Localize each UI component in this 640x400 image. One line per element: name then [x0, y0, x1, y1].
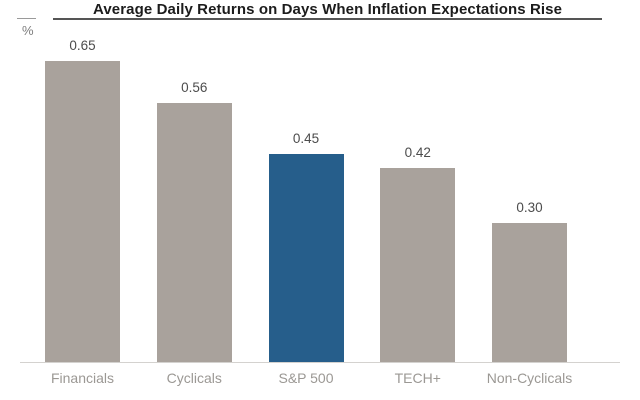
- y-axis-unit-label: %: [22, 23, 34, 38]
- categories-row: Financials Cyclicals S&P 500 TECH+ Non-Cycli…: [45, 370, 573, 386]
- category-label-text: Non-Cyclicals: [486, 370, 573, 386]
- chart-title: Average Daily Returns on Days When Infla…: [92, 1, 563, 18]
- bar-financials: [45, 61, 120, 362]
- bar-s-p-500: [268, 154, 344, 362]
- bar-value-label: 0.30: [516, 200, 543, 215]
- x-axis-line: [20, 362, 620, 363]
- bar-group-financials: 0.65: [45, 39, 120, 362]
- category-label-financials: Financials: [45, 370, 120, 386]
- category-label-text: Cyclicals: [166, 370, 222, 386]
- bars-row: 0.65 0.56 0.45 0.42 0.30: [45, 20, 567, 362]
- bar-group-s-p-500: 0.45: [268, 132, 344, 362]
- category-label-text: TECH+: [394, 370, 441, 386]
- bar-value-label: 0.65: [69, 38, 96, 53]
- bar-value-label: 0.42: [404, 145, 431, 160]
- bar-non-cyclicals: [492, 223, 567, 362]
- y-axis-tick-dash: [17, 18, 36, 19]
- title-underline: [53, 18, 602, 20]
- bar-value-label: 0.45: [292, 131, 320, 146]
- bar-cyclicals: [156, 103, 232, 362]
- category-label-tech: TECH+: [380, 370, 455, 386]
- bar-tech: [380, 168, 456, 362]
- category-label-text: Financials: [50, 370, 115, 386]
- bar-group-tech: 0.42: [380, 146, 456, 362]
- category-label-cyclicals: Cyclicals: [157, 370, 232, 386]
- category-label-text: S&P 500: [278, 370, 334, 386]
- bar-group-cyclicals: 0.56: [156, 81, 232, 362]
- category-label-s-p-500: S&P 500: [269, 370, 344, 386]
- category-label-non-cyclicals: Non-Cyclicals: [487, 370, 573, 386]
- bar-value-label: 0.56: [181, 80, 208, 95]
- bar-group-non-cyclicals: 0.30: [492, 201, 567, 362]
